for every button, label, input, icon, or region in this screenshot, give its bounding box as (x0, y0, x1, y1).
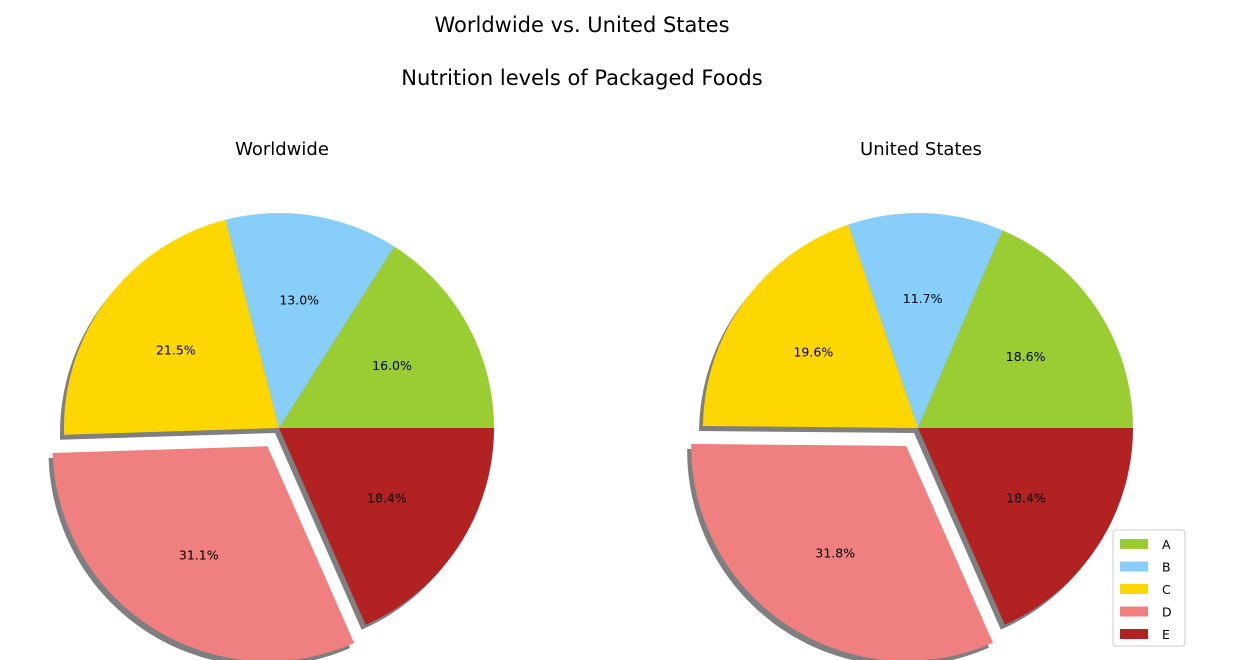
pie-title-united-states: United States (860, 139, 982, 160)
pie-label-worldwide-b: 13.0% (279, 293, 319, 308)
pie-label-united-states-e: 18.4% (1006, 490, 1046, 505)
legend-label-a: A (1162, 537, 1171, 552)
pie-label-worldwide-c: 21.5% (156, 343, 196, 358)
pie-label-worldwide-d: 31.1% (179, 547, 219, 562)
pie-label-worldwide-a: 16.0% (372, 358, 412, 373)
pie-title-worldwide: Worldwide (235, 139, 329, 160)
legend-label-e: E (1162, 627, 1170, 642)
figure-subtitle: Nutrition levels of Packaged Foods (401, 66, 763, 90)
figure-title: Worldwide vs. United States (434, 13, 730, 37)
pie-label-worldwide-e: 18.4% (367, 490, 407, 505)
pie-label-united-states-a: 18.6% (1006, 349, 1046, 364)
pie-slice-worldwide-c[interactable] (64, 219, 280, 435)
pie-slice-united-states-b[interactable] (848, 213, 1003, 428)
pie-label-united-states-d: 31.8% (815, 546, 855, 561)
pie-slice-worldwide-d[interactable] (52, 446, 355, 660)
legend-swatch-e (1120, 629, 1148, 639)
pie-slice-worldwide-e[interactable] (279, 428, 494, 625)
legend-swatch-a (1120, 539, 1148, 549)
pie-label-united-states-c: 19.6% (793, 345, 833, 360)
pie-slice-worldwide-b[interactable] (225, 213, 395, 428)
pie-slice-worldwide-a[interactable] (279, 246, 494, 428)
pie-united-states: United States 18.6% 11.7% 19.6% 31.8% 18.4% AB… (687, 139, 1186, 660)
pie-slice-united-states-e[interactable] (918, 428, 1133, 625)
legend-label-d: D (1162, 605, 1172, 620)
pie-slice-united-states-a[interactable] (918, 230, 1133, 428)
legend-label-c: C (1162, 582, 1171, 597)
legend-swatch-c (1120, 584, 1148, 594)
pie-slice-united-states-d[interactable] (691, 443, 994, 660)
pie-worldwide: Worldwide 16.0% 13.0% 21.5% 31.1% 18.4% (48, 139, 494, 660)
pie-slice-united-states-c[interactable] (703, 224, 918, 428)
legend-label-b: B (1162, 560, 1171, 575)
legend-swatch-d (1120, 606, 1148, 617)
legend-swatch-b (1120, 561, 1148, 572)
legend-frame (1112, 529, 1186, 647)
pie-label-united-states-b: 11.7% (903, 291, 943, 306)
